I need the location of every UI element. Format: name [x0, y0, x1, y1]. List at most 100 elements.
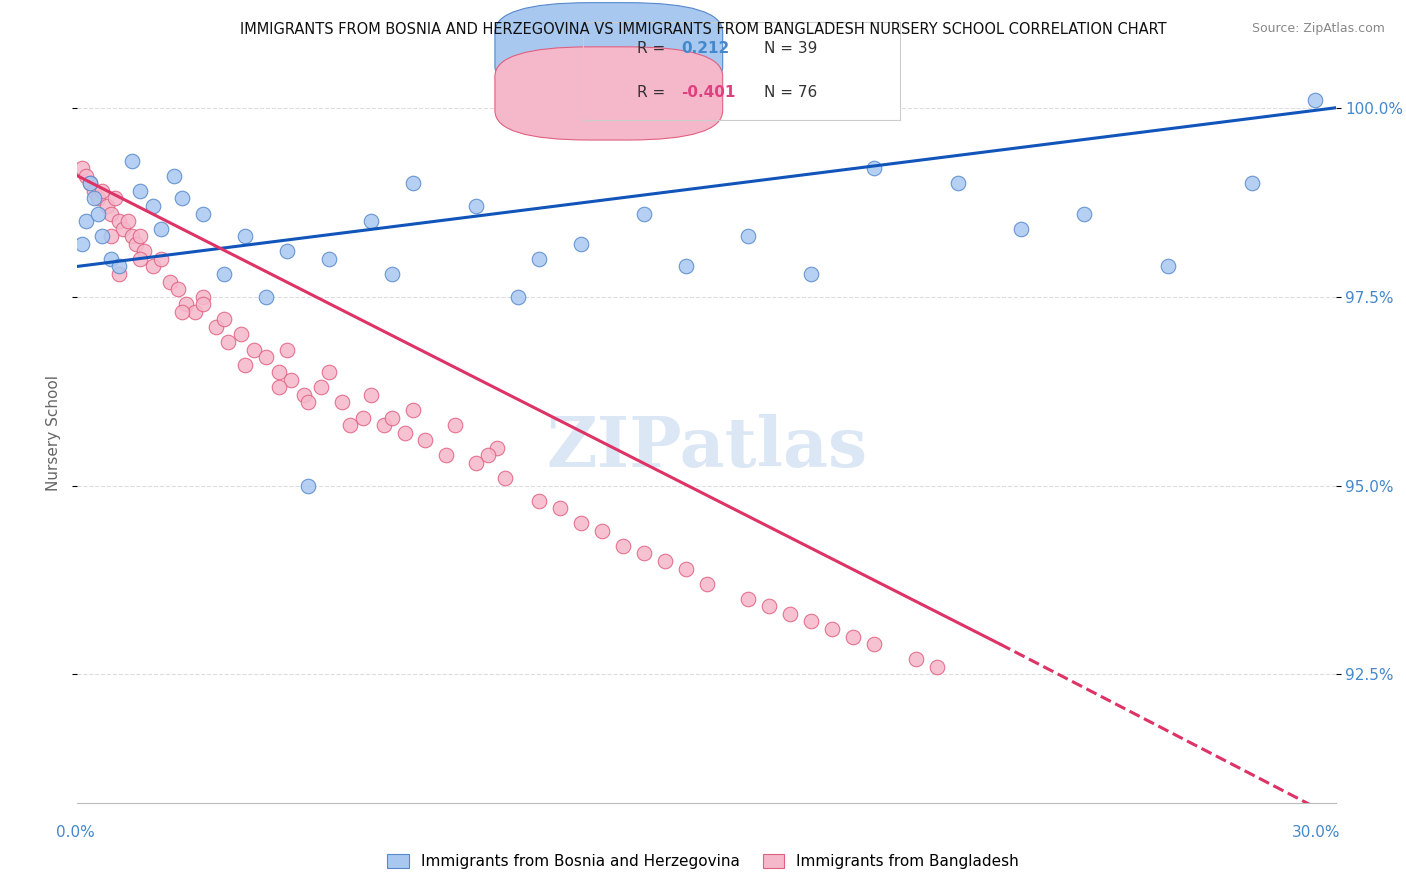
Point — [569, 516, 592, 531]
Point — [87, 191, 110, 205]
Point — [163, 169, 186, 183]
Point — [276, 244, 298, 259]
Point — [569, 236, 592, 251]
Point — [87, 206, 110, 220]
Point — [373, 418, 395, 433]
Point — [129, 252, 152, 266]
Point — [79, 177, 101, 191]
Legend: Immigrants from Bosnia and Herzegovina, Immigrants from Bangladesh: Immigrants from Bosnia and Herzegovina, … — [381, 847, 1025, 875]
Point — [527, 252, 550, 266]
Point — [280, 373, 302, 387]
Point — [242, 343, 264, 357]
Point — [318, 365, 340, 379]
Point — [633, 547, 655, 561]
Point — [330, 395, 353, 409]
Point — [948, 177, 970, 191]
Point — [318, 252, 340, 266]
Point — [821, 622, 844, 636]
Point — [254, 290, 277, 304]
Point — [800, 267, 823, 281]
Point — [927, 660, 949, 674]
Text: 0.0%: 0.0% — [56, 825, 96, 840]
Point — [360, 214, 382, 228]
Point — [191, 206, 215, 220]
Point — [494, 471, 516, 485]
Point — [91, 184, 114, 198]
Point — [1010, 221, 1032, 235]
Point — [70, 161, 93, 176]
Y-axis label: Nursery School: Nursery School — [46, 375, 62, 491]
Point — [352, 410, 374, 425]
Point — [212, 267, 235, 281]
Point — [675, 561, 697, 575]
Point — [485, 441, 508, 455]
Point — [212, 312, 235, 326]
Point — [121, 229, 143, 244]
Point — [96, 199, 118, 213]
Point — [125, 236, 148, 251]
Point — [612, 539, 634, 553]
Point — [297, 395, 319, 409]
Point — [863, 637, 886, 651]
Point — [297, 478, 319, 492]
Point — [591, 524, 613, 538]
Text: -0.401: -0.401 — [682, 86, 735, 101]
Point — [1303, 93, 1326, 107]
Point — [381, 410, 404, 425]
Point — [204, 319, 226, 334]
Point — [129, 184, 152, 198]
Point — [100, 229, 122, 244]
Point — [1240, 177, 1263, 191]
Point — [402, 403, 425, 417]
Point — [254, 350, 277, 364]
Point — [108, 267, 131, 281]
Point — [654, 554, 676, 568]
Point — [121, 153, 143, 168]
Point — [477, 448, 499, 462]
Point — [233, 229, 256, 244]
Point — [779, 607, 801, 621]
Point — [150, 221, 173, 235]
Point — [267, 380, 290, 394]
Point — [229, 327, 252, 342]
Point — [863, 161, 886, 176]
Point — [100, 252, 122, 266]
Point — [117, 214, 139, 228]
Point — [436, 448, 458, 462]
Point — [1157, 260, 1180, 274]
Point — [83, 191, 105, 205]
Point — [464, 199, 486, 213]
Text: IMMIGRANTS FROM BOSNIA AND HERZEGOVINA VS IMMIGRANTS FROM BANGLADESH NURSERY SCH: IMMIGRANTS FROM BOSNIA AND HERZEGOVINA V… — [239, 22, 1167, 37]
Text: N = 39: N = 39 — [763, 41, 817, 56]
Point — [464, 456, 486, 470]
Point — [172, 304, 194, 318]
Point — [675, 260, 697, 274]
Point — [150, 252, 173, 266]
Point — [444, 418, 467, 433]
Point — [737, 591, 759, 606]
Point — [75, 214, 97, 228]
Point — [233, 358, 256, 372]
Point — [737, 229, 759, 244]
Point — [905, 652, 928, 666]
Point — [129, 229, 152, 244]
Point — [134, 244, 156, 259]
Point — [108, 214, 131, 228]
Point — [191, 297, 215, 311]
Text: R =: R = — [637, 86, 665, 101]
Point — [394, 425, 416, 440]
Point — [267, 365, 290, 379]
FancyBboxPatch shape — [495, 47, 723, 140]
Point — [339, 418, 361, 433]
Point — [548, 501, 571, 516]
FancyBboxPatch shape — [495, 3, 723, 96]
Point — [381, 267, 404, 281]
Point — [276, 343, 298, 357]
Point — [184, 304, 207, 318]
Point — [142, 260, 165, 274]
Text: R =: R = — [637, 41, 665, 56]
Point — [800, 615, 823, 629]
Point — [75, 169, 97, 183]
Point — [360, 388, 382, 402]
Text: 30.0%: 30.0% — [1291, 825, 1340, 840]
